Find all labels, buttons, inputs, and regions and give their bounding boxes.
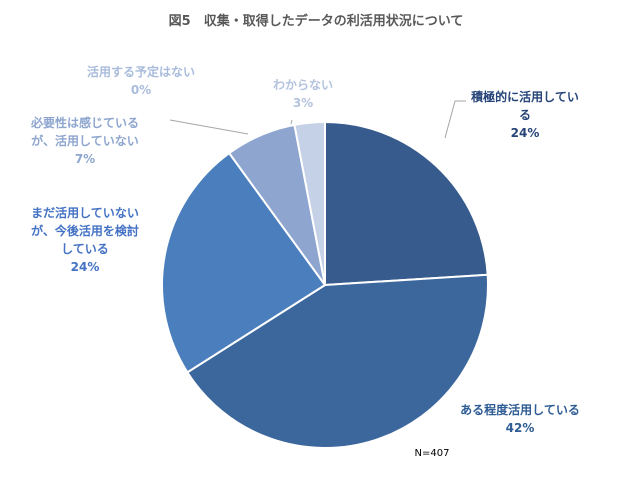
leader-line [290, 119, 293, 125]
slice-percent-label: 7% [75, 152, 95, 166]
slice-percent-label: 24% [71, 260, 100, 274]
pie-slice [293, 120, 326, 286]
leader-line [169, 119, 249, 135]
pie-slice [185, 273, 490, 449]
slice-label: が、活用していない [31, 133, 138, 148]
slice-label: 活用する予定はない [87, 64, 195, 79]
slice-label: わからない [273, 78, 333, 92]
slice-label: 積極的に活用してい [470, 89, 579, 104]
slice-percent-label: 3% [293, 96, 313, 110]
pie-slice [324, 120, 489, 287]
slice-label: る [519, 108, 531, 122]
slice-percent-label: 0% [131, 83, 151, 97]
pie-slices [160, 120, 490, 449]
pie-slice [160, 151, 327, 374]
slice-label: 必要性は感じている [30, 115, 139, 130]
sample-size-note: N=407 [415, 448, 450, 459]
slice-percent-label: 24% [511, 126, 540, 140]
slice-label: ある程度活用している [460, 402, 580, 417]
chart-title: 図5 収集・取得したデータの利活用状況について [169, 13, 464, 29]
slice-label: している [61, 242, 109, 256]
slice-label: まだ活用していない [31, 205, 139, 220]
slice-percent-label: 42% [506, 421, 535, 435]
slice-label: が、今後活用を検討 [31, 223, 139, 238]
leader-line [444, 100, 466, 139]
leader-lines [169, 100, 466, 139]
